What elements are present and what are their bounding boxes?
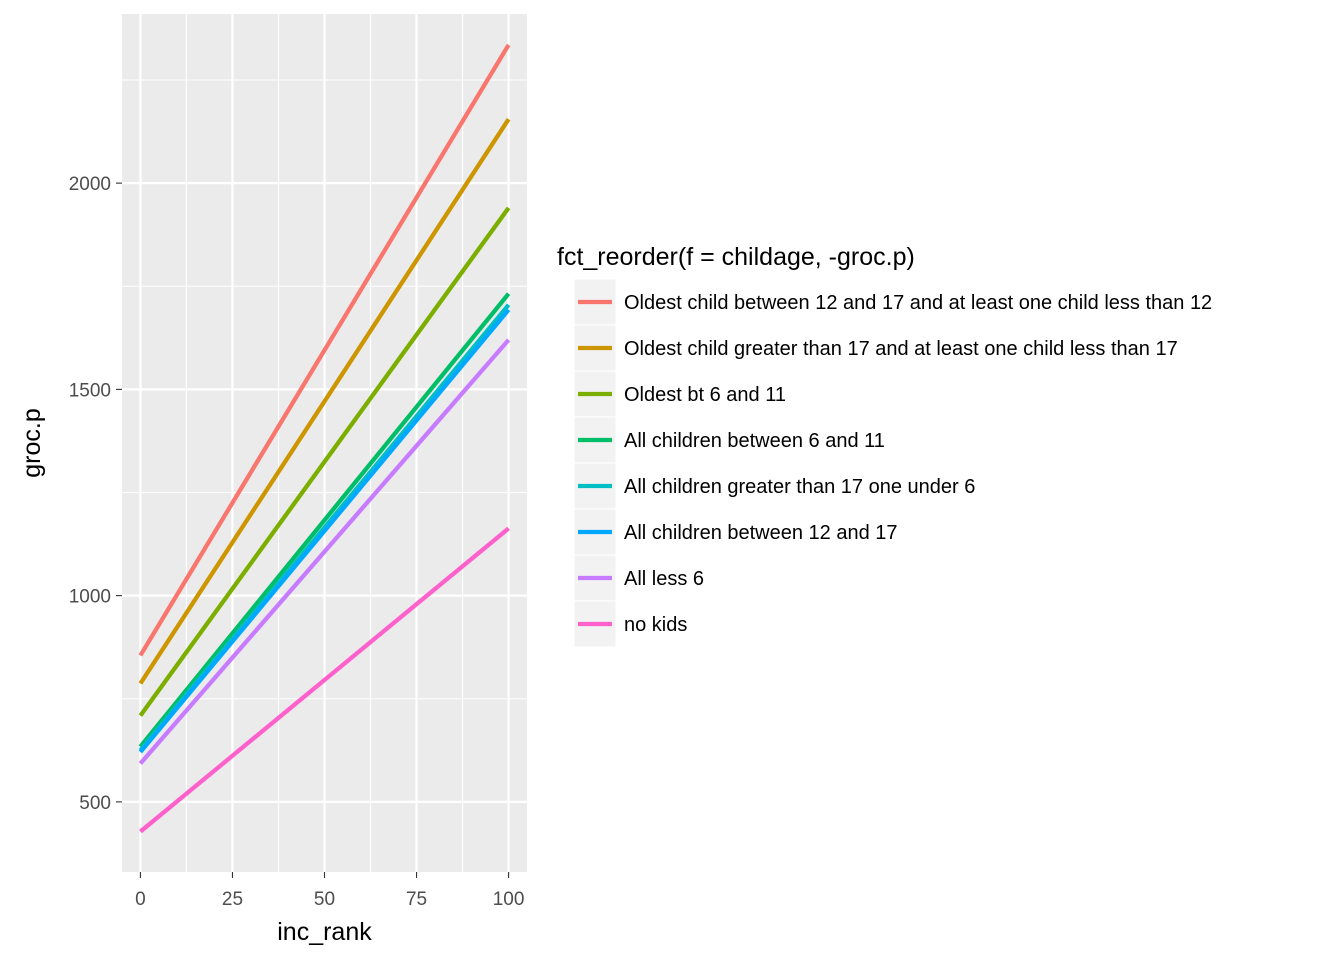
series-line-7 [138, 338, 511, 765]
major-gridlines [122, 14, 527, 872]
x-axis-title: inc_rank [277, 918, 372, 946]
series-line-2 [138, 118, 511, 685]
legend-label-4: All children between 6 and 11 [624, 430, 885, 452]
y-tick-label: 1500 [69, 380, 111, 401]
legend-title: fct_reorder(f = childage, -groc.p) [557, 243, 915, 271]
legend: fct_reorder(f = childage, -groc.p) Oldes… [557, 243, 1212, 648]
y-tick-label: 2000 [69, 174, 111, 195]
y-axis: 500 1000 1500 2000 [69, 174, 122, 814]
series-line-4 [138, 292, 511, 748]
series-line-6 [138, 308, 511, 754]
series-line-1 [138, 43, 511, 657]
y-tick-label: 1000 [69, 587, 111, 608]
series-lines [138, 43, 511, 834]
x-tick-label: 25 [222, 889, 243, 910]
x-tick-label: 75 [406, 889, 427, 910]
x-tick-label: 0 [135, 889, 146, 910]
legend-label-2: Oldest child greater than 17 and at leas… [624, 338, 1178, 360]
legend-label-7: All less 6 [624, 568, 704, 590]
legend-label-1: Oldest child between 12 and 17 and at le… [624, 292, 1212, 314]
legend-items: Oldest child between 12 and 17 and at le… [573, 278, 1212, 648]
x-tick-label: 100 [493, 889, 525, 910]
legend-label-6: All children between 12 and 17 [624, 522, 898, 544]
legend-label-8: no kids [624, 614, 687, 636]
series-line-3 [138, 206, 511, 717]
y-axis-title: groc.p [18, 408, 46, 477]
legend-label-3: Oldest bt 6 and 11 [624, 384, 786, 406]
series-line-8 [139, 526, 510, 834]
minor-gridlines [122, 14, 527, 872]
y-tick-label: 500 [79, 793, 111, 814]
legend-label-5: All children greater than 17 one under 6 [624, 476, 975, 498]
x-tick-label: 50 [314, 889, 335, 910]
x-axis: 0 25 50 75 100 [135, 872, 524, 910]
